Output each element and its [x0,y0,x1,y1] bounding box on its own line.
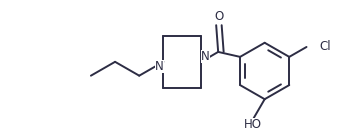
Text: HO: HO [244,119,262,132]
Text: Cl: Cl [319,40,331,53]
Text: N: N [201,50,210,63]
Text: O: O [214,10,224,23]
Text: N: N [155,60,164,73]
